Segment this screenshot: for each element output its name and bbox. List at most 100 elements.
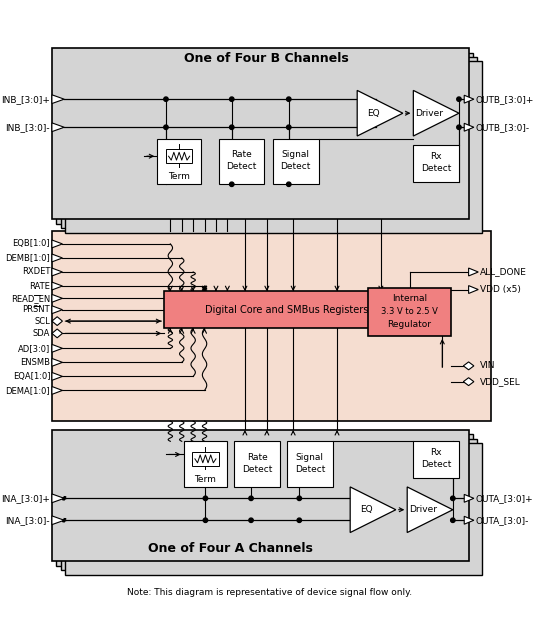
Text: OUTB_[3:0]+: OUTB_[3:0]+ [476, 95, 534, 104]
Text: Detect: Detect [242, 465, 272, 474]
Text: 3.3 V to 2.5 V: 3.3 V to 2.5 V [381, 307, 438, 316]
Polygon shape [464, 123, 474, 131]
Text: SDA: SDA [33, 329, 50, 338]
Text: Detect: Detect [295, 465, 325, 474]
Text: Regulator: Regulator [387, 320, 431, 329]
Circle shape [229, 182, 234, 187]
Text: One of Four B Channels: One of Four B Channels [184, 52, 349, 65]
Circle shape [287, 97, 291, 101]
Polygon shape [463, 362, 474, 370]
Text: AD[3:0]: AD[3:0] [18, 344, 50, 353]
Bar [219, 138, 264, 184]
Polygon shape [52, 329, 62, 338]
Text: One of Four A Channels: One of Four A Channels [148, 542, 313, 555]
Polygon shape [407, 487, 453, 533]
Polygon shape [469, 268, 478, 276]
Bar [56, 53, 473, 223]
Text: DEMA[1:0]: DEMA[1:0] [5, 386, 50, 395]
Circle shape [164, 125, 168, 129]
Text: INB_[3:0]+: INB_[3:0]+ [1, 95, 50, 104]
Polygon shape [52, 386, 62, 394]
Bar [192, 452, 219, 466]
Text: DEMB[1:0]: DEMB[1:0] [5, 254, 50, 263]
Bar [52, 231, 490, 421]
Circle shape [457, 125, 461, 129]
Bar [166, 149, 192, 163]
Bar [184, 441, 227, 487]
Circle shape [297, 496, 301, 500]
Polygon shape [52, 359, 62, 366]
Polygon shape [52, 254, 62, 262]
Text: Signal: Signal [282, 150, 310, 159]
Text: SCL: SCL [34, 317, 50, 326]
Text: Rx: Rx [430, 448, 442, 457]
Text: Rate: Rate [247, 453, 267, 462]
Bar [56, 434, 473, 566]
Text: Internal: Internal [392, 294, 427, 303]
Bar [273, 138, 318, 184]
Text: INB_[3:0]-: INB_[3:0]- [5, 123, 50, 132]
Text: Detect: Detect [226, 162, 257, 171]
Text: EQA[1:0]: EQA[1:0] [13, 372, 50, 381]
Polygon shape [469, 285, 478, 294]
Text: ALL_DONE: ALL_DONE [480, 267, 527, 276]
Circle shape [203, 518, 208, 522]
Bar [65, 443, 482, 574]
Text: ENSMB: ENSMB [20, 358, 50, 367]
Polygon shape [463, 377, 474, 386]
Text: EQB[1:0]: EQB[1:0] [12, 240, 50, 249]
Text: RATE: RATE [30, 281, 50, 290]
Text: VIN: VIN [480, 361, 496, 370]
Text: Note: This diagram is representative of device signal flow only.: Note: This diagram is representative of … [127, 588, 412, 597]
Polygon shape [52, 306, 62, 314]
Bar [368, 288, 451, 336]
Circle shape [249, 496, 253, 500]
Bar [65, 61, 482, 232]
Polygon shape [52, 294, 62, 302]
Text: INA_[3:0]-: INA_[3:0]- [5, 516, 50, 525]
Text: Driver: Driver [409, 506, 437, 514]
Bar [61, 439, 477, 571]
Text: VDD_SEL: VDD_SEL [480, 377, 521, 386]
Text: INA_[3:0]+: INA_[3:0]+ [1, 494, 50, 503]
Bar [413, 441, 459, 478]
Circle shape [229, 125, 234, 129]
Text: Detect: Detect [421, 164, 451, 173]
Polygon shape [52, 372, 62, 381]
Bar [52, 430, 469, 562]
Polygon shape [52, 494, 64, 503]
Text: Driver: Driver [415, 109, 443, 118]
Circle shape [287, 182, 291, 187]
Text: Detect: Detect [281, 162, 311, 171]
Text: VDD (x5): VDD (x5) [480, 285, 521, 294]
Polygon shape [52, 516, 64, 525]
Text: Term: Term [194, 475, 216, 484]
Circle shape [287, 125, 291, 129]
Circle shape [203, 496, 208, 500]
Bar [164, 291, 410, 328]
Text: Detect: Detect [421, 460, 451, 469]
Polygon shape [357, 90, 403, 136]
Polygon shape [464, 495, 474, 502]
Bar [234, 441, 280, 487]
Text: Rate: Rate [231, 150, 252, 159]
Circle shape [164, 97, 168, 101]
Polygon shape [413, 90, 459, 136]
Circle shape [451, 496, 455, 500]
Text: OUTA_[3:0]+: OUTA_[3:0]+ [476, 494, 533, 503]
Text: Term: Term [168, 172, 190, 181]
Text: READ_EN: READ_EN [11, 294, 50, 303]
Circle shape [451, 518, 455, 522]
Text: Digital Core and SMBus Registers: Digital Core and SMBus Registers [205, 305, 369, 315]
Polygon shape [52, 123, 64, 131]
Circle shape [457, 97, 461, 101]
Polygon shape [52, 345, 62, 352]
Polygon shape [350, 487, 396, 533]
Bar [52, 48, 469, 220]
Circle shape [297, 518, 301, 522]
Text: Rx: Rx [430, 152, 442, 161]
Polygon shape [52, 282, 62, 290]
Bar [61, 57, 477, 228]
Circle shape [249, 518, 253, 522]
Text: PRSNT: PRSNT [23, 305, 50, 314]
